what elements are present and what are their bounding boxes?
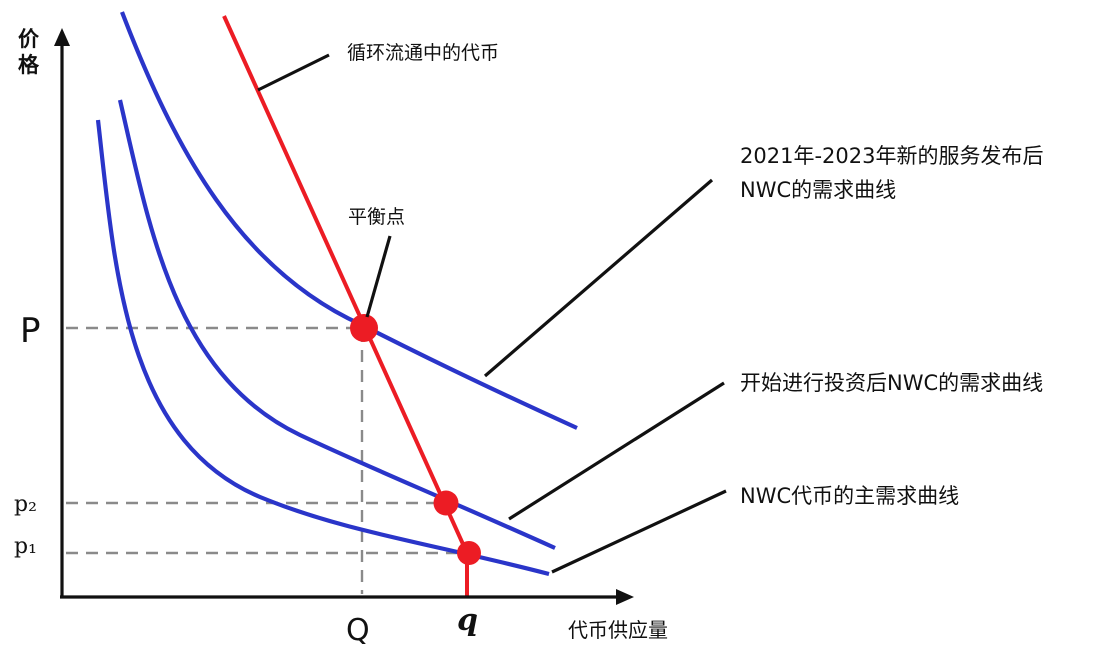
y-axis-arrow: [54, 28, 70, 46]
equilibrium-dot-middle: [433, 490, 459, 516]
demand-base-leader-line: [551, 489, 727, 574]
demand-top-annotation-line1: 2021年-2023年新的服务发布后: [740, 144, 1043, 168]
equilibrium-leader-line: [365, 235, 392, 318]
x-axis-arrow: [616, 589, 634, 605]
supply-leader-line: [257, 53, 330, 92]
demand-base-annotation: NWC代币的主需求曲线: [740, 484, 959, 508]
demand-curve-top: [120, 11, 578, 430]
equilibrium-annotation: 平衡点: [348, 206, 405, 228]
tick-label-p1: p₁: [14, 534, 37, 559]
demand-top-annotation-line2: NWC的需求曲线: [740, 178, 896, 202]
y-axis-label-1: 价: [18, 27, 40, 51]
demand-mid-leader-line: [508, 381, 725, 521]
demand-curve-middle: [117, 99, 556, 550]
x-axis-label: 代币供应量: [568, 618, 668, 642]
demand-top-leader-line: [483, 178, 714, 378]
supply-annotation: 循环流通中的代币: [347, 42, 499, 64]
tick-label-Q: Q: [346, 613, 370, 646]
equilibrium-dot-top: [350, 314, 378, 342]
tick-label-p2: p₂: [14, 492, 37, 517]
y-axis-label-2: 格: [18, 53, 40, 77]
demand-curve-base: [95, 119, 550, 577]
equilibrium-dot-base: [457, 541, 481, 565]
tick-label-q: q: [457, 603, 478, 638]
demand-mid-annotation: 开始进行投资后NWC的需求曲线: [740, 371, 1043, 395]
supply-line: [222, 15, 469, 554]
tick-label-P: P: [20, 311, 41, 351]
